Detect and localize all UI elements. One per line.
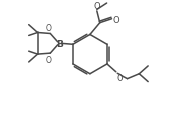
Text: O: O <box>45 24 51 33</box>
Text: O: O <box>94 2 100 11</box>
Text: O: O <box>113 16 120 24</box>
Text: B: B <box>56 39 63 48</box>
Text: O: O <box>45 55 51 64</box>
Text: O: O <box>117 73 123 82</box>
